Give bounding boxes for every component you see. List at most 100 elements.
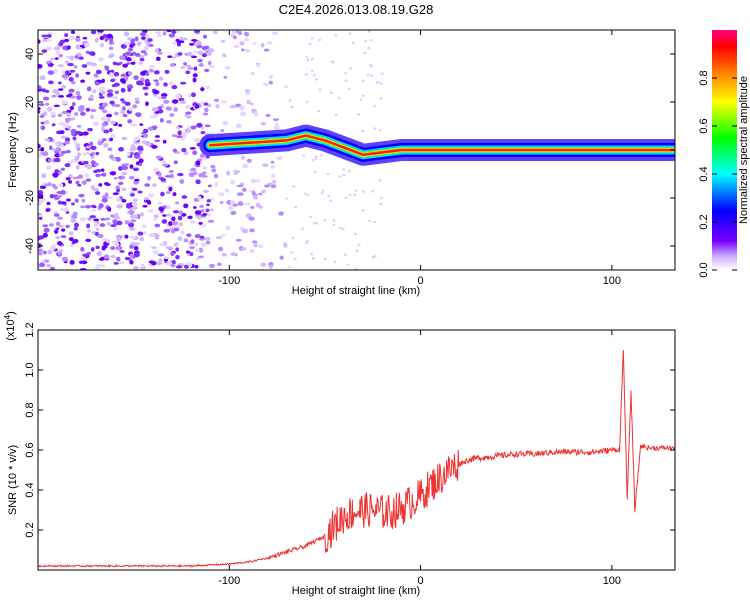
spectrogram-noise-cell [127, 47, 134, 52]
spectrogram-noise-cell [134, 100, 140, 104]
spectrogram-noise-cell [138, 61, 143, 65]
spectrogram-noise-cell [187, 67, 194, 70]
spectrogram-noise-cell [68, 35, 75, 41]
spectrogram-noise-cell [268, 261, 274, 267]
spectrogram-noise-cell [102, 172, 107, 177]
spectrogram-noise-cell [366, 73, 370, 77]
spectrogram-noise-cell [109, 154, 114, 159]
spectrogram-noise-cell [193, 66, 198, 71]
spectrogram-noise-cell [96, 32, 102, 36]
spectrogram-noise-cell [250, 205, 255, 209]
spectrogram-noise-cell [122, 106, 126, 111]
spectrogram-noise-cell [178, 97, 185, 102]
spectrogram-noise-cell [81, 180, 87, 185]
spectrogram-noise-cell [359, 98, 363, 101]
spectrogram-noise-cell [271, 31, 279, 36]
spectrogram-noise-cell [176, 135, 183, 139]
colorbar: 0.0 0.2 0.4 0.6 0.8 Normalized spectral ampl… [698, 30, 750, 278]
spectrogram-noise-cell [90, 247, 95, 252]
spectrogram-noise-cell [46, 263, 52, 268]
spectrogram-noise-cell [55, 50, 61, 55]
spectrogram-noise-cell [184, 128, 192, 133]
spectrogram-noise-cell [357, 243, 361, 246]
spectrogram-noise-cell [43, 120, 50, 125]
spectrogram-noise-cell [171, 221, 179, 226]
spectrogram-noise-cell [152, 183, 157, 187]
spectrogram-noise-cell [66, 45, 71, 50]
spectrogram-noise-cell [94, 38, 99, 43]
spectrogram-noise-cell [230, 104, 237, 109]
spectrogram-noise-cell [214, 98, 220, 102]
spectrogram-noise-cell [112, 95, 118, 100]
spectrogram-noise-cell [128, 226, 136, 231]
spectrogram-noise-cell [113, 71, 120, 77]
spectrogram-noise-cell [157, 33, 162, 38]
spectrogram-noise-cell [110, 254, 116, 258]
spectrogram-x-ticks: -100 0 100 [218, 30, 621, 287]
spectrogram-noise-cell [168, 186, 173, 192]
spectrogram-noise-cell [48, 223, 54, 227]
spectrogram-noise-cell [112, 219, 118, 224]
spectrogram-noise-cell [83, 131, 89, 136]
spectrogram-noise-cell [293, 257, 297, 261]
spectrogram-noise-cell [64, 137, 71, 142]
spectrogram-noise-cell [241, 187, 247, 193]
spectrogram-noise-cell [40, 125, 46, 131]
spectrogram-noise-cell [70, 129, 77, 134]
spectrogram-noise-cell [207, 219, 215, 223]
spectrogram-noise-cell [202, 213, 208, 216]
svg-text:(x104): (x104) [3, 311, 17, 341]
spectrogram-noise-cell [153, 167, 159, 173]
spectrogram-noise-cell [200, 87, 205, 92]
spectrogram-noise-cell [173, 227, 180, 232]
spectrogram-noise-cell [143, 133, 149, 139]
spectrogram-noise-cell [139, 57, 145, 62]
spectrogram-noise-cell [180, 213, 187, 217]
spectrogram-noise-cell [364, 39, 368, 43]
spectrogram-noise-cell [69, 55, 75, 61]
spectrogram-noise-cell [147, 201, 152, 205]
spectrogram-noise-cell [270, 160, 275, 164]
spectrogram-noise-cell [332, 219, 336, 222]
spectrogram-noise-cell [50, 266, 56, 270]
spectrogram-noise-cell [42, 224, 49, 228]
spectrogram-noise-cell [170, 251, 175, 257]
spectrogram-noise-cell [213, 173, 219, 179]
spectrogram-noise-cell [243, 31, 249, 36]
spectrogram-noise-cell [183, 203, 189, 209]
spectrogram-noise-cell [162, 214, 167, 217]
spectrogram-noise-cell [148, 68, 154, 73]
spectrogram-noise-cell [231, 30, 237, 35]
spectrogram-noise-cell [121, 136, 128, 141]
spectrogram-noise-cell [353, 193, 357, 197]
spectrogram-noise-cell [79, 205, 86, 209]
spectrogram-noise-cell [153, 214, 159, 219]
spectrogram-noise-cell [51, 94, 57, 98]
spectrogram-noise-cell [187, 125, 192, 129]
spectrogram-noise-cell [318, 38, 322, 42]
spectrogram-noise-cell [129, 253, 134, 258]
spectrogram-noise-cell [154, 135, 160, 138]
spectrogram-noise-cell [234, 103, 242, 108]
spectrogram-noise-cell [131, 201, 138, 207]
spectrogram-noise-cell [193, 206, 197, 209]
spectrogram-noise-cell [81, 260, 88, 265]
spectrogram-noise-cell [166, 191, 171, 195]
spectrogram-noise-cell [189, 220, 196, 224]
spectrogram-noise-cell [173, 160, 179, 165]
spectrogram-noise-cell [95, 69, 102, 75]
spectrogram-noise-cell [86, 86, 92, 92]
spectrogram-noise-cell [371, 190, 375, 193]
spectrogram-noise-cell [108, 46, 114, 51]
spectrogram-noise-cell [118, 147, 125, 152]
spectrogram-noise-cell [112, 192, 119, 196]
spectrogram-noise-cell [70, 30, 76, 34]
spectrogram-noise-cell [44, 183, 51, 187]
spectrogram-noise-cell [155, 155, 162, 160]
spectrogram-noise-cell [157, 201, 163, 205]
spectrogram-noise-cell [127, 71, 133, 76]
spectrogram-noise-cell [191, 92, 196, 98]
spectrogram-noise-cell [370, 65, 374, 68]
spectrogram-noise-cell [207, 48, 215, 53]
spectrogram-noise-cell [99, 43, 104, 48]
